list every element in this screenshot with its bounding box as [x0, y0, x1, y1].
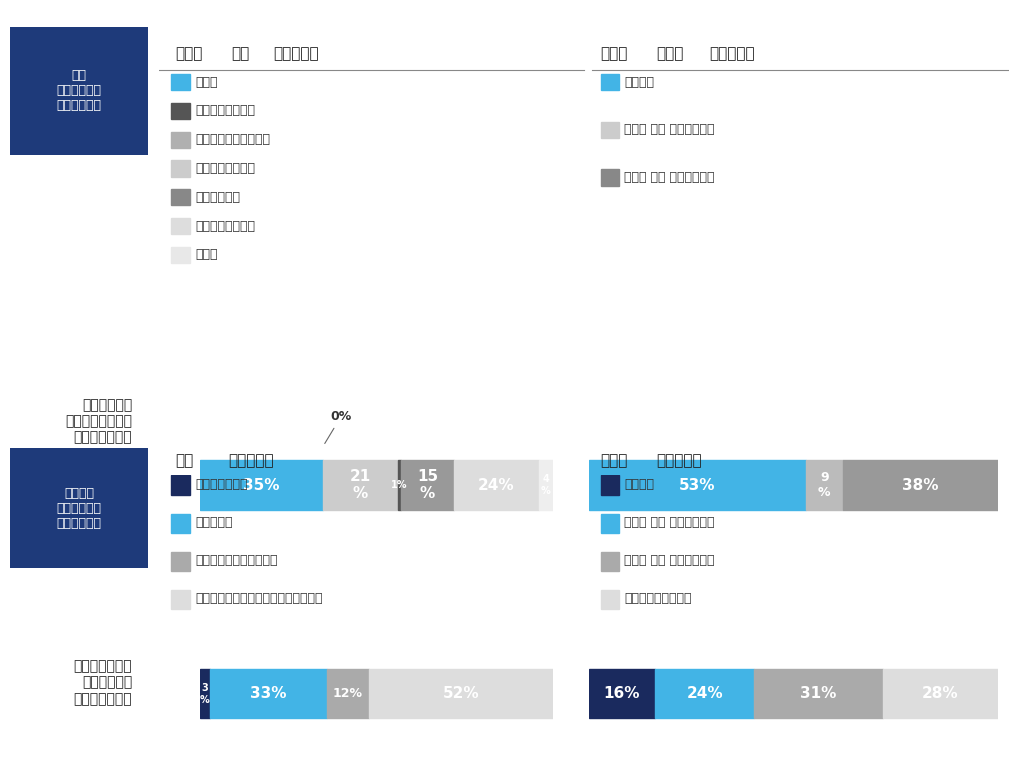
- Text: 導入中: 導入中: [196, 76, 218, 89]
- Text: セルフレジ・
セミセルフレジ・
セルフスキャン: セルフレジ・ セミセルフレジ・ セルフスキャン: [66, 398, 132, 444]
- Bar: [806, 461, 843, 509]
- Bar: [210, 669, 327, 718]
- Text: 未活用 かつ 活用意向なし: 未活用 かつ 活用意向なし: [625, 171, 715, 184]
- Text: の導入状況: の導入状況: [273, 46, 319, 61]
- Bar: [601, 121, 620, 138]
- Text: 15
%: 15 %: [417, 469, 438, 501]
- Text: 4
%: 4 %: [541, 475, 551, 495]
- Bar: [171, 247, 190, 263]
- Text: 35%: 35%: [244, 478, 280, 492]
- Bar: [200, 669, 210, 718]
- Text: 28%: 28%: [923, 686, 958, 701]
- Text: 24%: 24%: [686, 686, 723, 701]
- Text: 31%: 31%: [800, 686, 837, 701]
- Text: すでに導入済み: すでに導入済み: [196, 478, 248, 491]
- Text: これから検討予定: これから検討予定: [196, 220, 255, 233]
- Text: 導入したい: 導入したい: [196, 516, 232, 529]
- Bar: [883, 669, 998, 718]
- Text: わからない・その他: わからない・その他: [625, 592, 692, 605]
- Text: 導入しようとは思わない: 導入しようとは思わない: [196, 554, 278, 567]
- Text: 52%: 52%: [442, 686, 479, 701]
- Bar: [171, 161, 190, 177]
- Text: 現状の: 現状の: [176, 46, 203, 61]
- Text: 33%: 33%: [250, 686, 287, 701]
- Text: 3
%: 3 %: [200, 683, 210, 704]
- Bar: [171, 475, 190, 495]
- Text: 消費者: 消費者: [656, 46, 683, 61]
- Text: 企業: 企業: [176, 453, 194, 468]
- Bar: [171, 218, 190, 234]
- Bar: [655, 669, 755, 718]
- Bar: [589, 461, 806, 509]
- Text: 未活用 かつ 活用意向なし: 未活用 かつ 活用意向なし: [625, 554, 715, 567]
- Text: の活用状況: の活用状況: [710, 46, 755, 61]
- Bar: [397, 461, 401, 509]
- Bar: [370, 669, 553, 718]
- Text: 企業: 企業: [231, 46, 249, 61]
- Text: 現時点では判断できない・わからない: 現時点では判断できない・わからない: [196, 592, 323, 605]
- Text: 現状
取組みが進む
テクノロジー: 現状 取組みが進む テクノロジー: [57, 70, 101, 112]
- Text: の活用意向: の活用意向: [656, 453, 701, 468]
- Text: 12%: 12%: [333, 687, 364, 700]
- Text: 導入を取りやめた: 導入を取りやめた: [196, 162, 255, 175]
- Text: 現状の: 現状の: [601, 46, 628, 61]
- Text: 21
%: 21 %: [350, 469, 371, 501]
- Bar: [200, 461, 324, 509]
- Bar: [601, 513, 620, 533]
- Text: 活用済み: 活用済み: [625, 76, 654, 89]
- Bar: [539, 461, 553, 509]
- Bar: [601, 74, 620, 90]
- Text: パイロット実施済: パイロット実施済: [196, 104, 255, 117]
- Bar: [755, 669, 883, 718]
- Text: 無人・ウォーク
スルー店舗・
スマートカート: 無人・ウォーク スルー店舗・ スマートカート: [74, 659, 132, 706]
- Bar: [171, 131, 190, 148]
- Bar: [327, 669, 370, 718]
- Bar: [171, 189, 190, 206]
- Text: 9
%: 9 %: [818, 471, 830, 499]
- Bar: [171, 552, 190, 571]
- Bar: [601, 475, 620, 495]
- Bar: [171, 591, 190, 609]
- Bar: [843, 461, 998, 509]
- FancyBboxPatch shape: [0, 436, 162, 580]
- Text: 活用済み: 活用済み: [625, 478, 654, 491]
- Text: その他: その他: [196, 248, 218, 261]
- Bar: [324, 461, 397, 509]
- Bar: [171, 513, 190, 533]
- Bar: [589, 669, 655, 718]
- Bar: [171, 74, 190, 90]
- FancyBboxPatch shape: [0, 14, 162, 167]
- Bar: [601, 552, 620, 571]
- Bar: [171, 103, 190, 119]
- Text: 0%: 0%: [325, 410, 351, 444]
- Text: 将来的に
取組みが進む
テクノロジー: 将来的に 取組みが進む テクノロジー: [57, 487, 101, 530]
- Text: 16%: 16%: [604, 686, 640, 701]
- Bar: [401, 461, 454, 509]
- Text: 未活用 かつ 活用意向あり: 未活用 かつ 活用意向あり: [625, 123, 715, 136]
- Text: 導入したいが課題あり: 導入したいが課題あり: [196, 133, 270, 146]
- Text: 未活用 かつ 活用意向あり: 未活用 かつ 活用意向あり: [625, 516, 715, 529]
- Bar: [601, 169, 620, 186]
- Text: 1%: 1%: [391, 480, 408, 490]
- Text: 38%: 38%: [902, 478, 939, 492]
- Text: 53%: 53%: [679, 478, 716, 492]
- Bar: [454, 461, 539, 509]
- Text: 導入意向なし: 導入意向なし: [196, 191, 241, 204]
- Text: の導入意向: の導入意向: [228, 453, 274, 468]
- Bar: [601, 591, 620, 609]
- Text: 消費者: 消費者: [601, 453, 628, 468]
- Text: 24%: 24%: [478, 478, 515, 492]
